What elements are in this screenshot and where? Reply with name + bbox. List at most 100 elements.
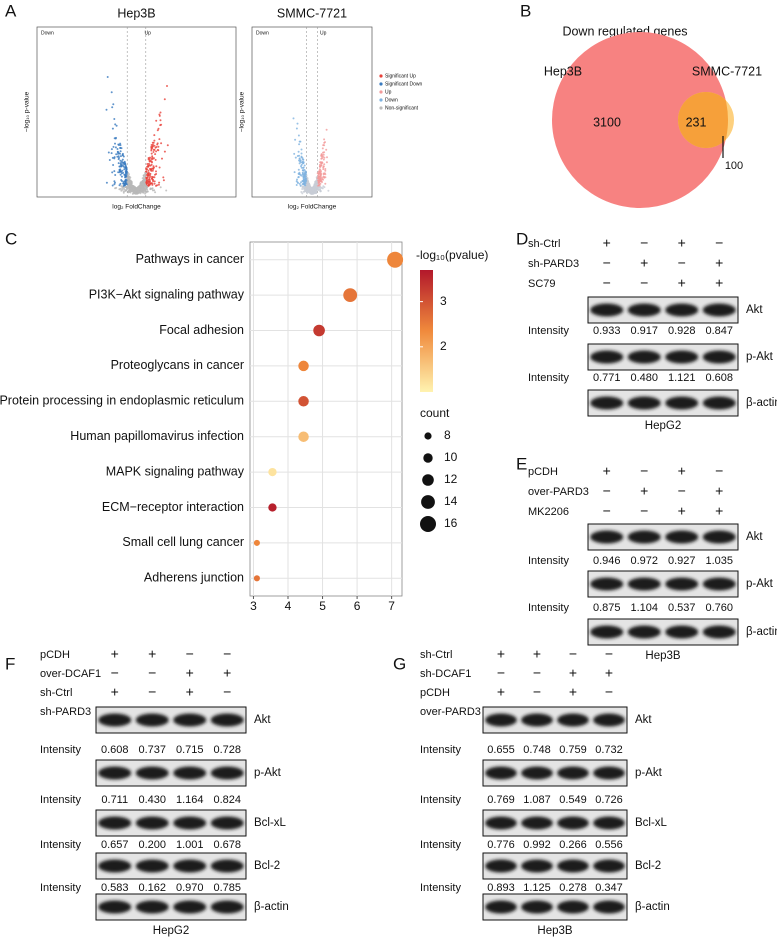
- dot: [268, 503, 277, 512]
- volcano-point: [165, 189, 168, 192]
- intensity-value: 0.875: [593, 602, 621, 614]
- volcano-point: [151, 183, 154, 186]
- plot-title: Hep3B: [117, 6, 155, 20]
- legend-title: -log₁₀(pvalue): [416, 248, 488, 262]
- y-tick-label: Pathways in cancer: [136, 252, 244, 266]
- treatment-sign: +: [111, 646, 119, 662]
- volcano-point: [162, 176, 165, 179]
- volcano-point: [146, 163, 149, 165]
- size-swatch: [423, 453, 433, 463]
- treatment-sign: −: [715, 463, 723, 479]
- volcano-point: [121, 180, 124, 183]
- volcano-points: [292, 117, 330, 195]
- volcano-point: [305, 187, 308, 190]
- intensity-value: 0.556: [595, 839, 623, 851]
- volcano-point: [121, 153, 124, 156]
- treatment-sign: −: [715, 235, 723, 251]
- volcano-point: [129, 179, 132, 182]
- volcano-point: [128, 175, 131, 178]
- volcano-point: [110, 148, 113, 151]
- blot-label: Bcl-2: [635, 860, 661, 872]
- volcano-point: [140, 181, 143, 184]
- blot-band: [135, 900, 169, 914]
- treatment-sign: −: [223, 646, 231, 662]
- blot-band: [627, 350, 661, 364]
- volcano-point: [141, 188, 144, 191]
- volcano-point: [129, 191, 132, 194]
- volcano-point: [306, 189, 309, 192]
- y-tick-label: Protein processing in endoplasmic reticu…: [0, 394, 244, 408]
- treatment-label: over-DCAF1: [40, 668, 101, 680]
- intensity-label: Intensity: [40, 882, 81, 894]
- treatment-sign: +: [148, 646, 156, 662]
- legend-swatch: [379, 82, 383, 86]
- volcano-point: [150, 169, 153, 172]
- volcano-point: [325, 128, 328, 131]
- colorbar-tick-label: 2: [440, 339, 447, 353]
- volcano-point: [307, 180, 310, 183]
- dot: [298, 431, 309, 442]
- blot-label: p-Akt: [746, 578, 774, 590]
- volcano-point: [155, 184, 157, 187]
- treatment-sign: −: [533, 684, 541, 700]
- blot-band: [590, 303, 624, 317]
- legend-label: Up: [385, 89, 392, 95]
- intensity-value: 0.200: [138, 839, 166, 851]
- volcano-point: [125, 183, 128, 186]
- treatment-sign: +: [569, 665, 577, 681]
- volcano-point: [119, 173, 122, 176]
- blot-band: [485, 766, 517, 780]
- treatment-sign: −: [605, 684, 613, 700]
- volcano-point: [298, 157, 301, 160]
- intensity-label: Intensity: [528, 555, 569, 567]
- venn-circle: [552, 32, 728, 208]
- volcano-point: [324, 168, 327, 170]
- volcano-point: [300, 148, 303, 151]
- blot-label: Bcl-xL: [635, 817, 668, 829]
- volcano-point: [115, 136, 117, 139]
- intensity-value: 0.824: [213, 794, 241, 806]
- y-tick-label: Small cell lung cancer: [122, 535, 244, 549]
- volcano-point: [319, 165, 321, 167]
- volcano-point: [159, 119, 162, 122]
- volcano-point: [155, 146, 158, 148]
- treatment-sign: −: [640, 275, 648, 291]
- volcano-point: [322, 173, 325, 176]
- volcano-point: [146, 179, 149, 182]
- volcano-point: [120, 175, 123, 178]
- volcano-point: [114, 174, 117, 176]
- treatment-label: pCDH: [420, 687, 450, 699]
- volcano-point: [123, 180, 125, 183]
- y-tick-label: MAPK signaling pathway: [106, 464, 245, 478]
- volcano-point: [302, 177, 305, 180]
- volcano-point: [137, 189, 140, 192]
- volcano-point: [315, 180, 318, 183]
- volcano-point: [323, 151, 326, 154]
- blot-band: [173, 816, 207, 830]
- volcano-point: [125, 172, 128, 175]
- blot-band: [98, 816, 132, 830]
- plot-frame: [251, 26, 373, 198]
- volcano-point: [299, 159, 302, 162]
- blot-label: Akt: [254, 714, 271, 726]
- cell-line-label: Hep3B: [645, 650, 680, 662]
- blot-label: p-Akt: [746, 351, 774, 363]
- volcano-point: [115, 186, 118, 189]
- volcano-point: [319, 190, 322, 193]
- plot-frame: [249, 241, 403, 597]
- volcano-point: [111, 127, 114, 130]
- volcano-point: [113, 180, 116, 183]
- volcano-point: [147, 169, 150, 172]
- volcano-point: [147, 181, 150, 184]
- volcano-point: [127, 173, 130, 176]
- blot-label: p-Akt: [254, 767, 282, 779]
- blot-band: [627, 530, 661, 544]
- size-swatch: [420, 516, 436, 532]
- volcano-point: [159, 186, 162, 189]
- volcano-point: [122, 191, 125, 194]
- intensity-value: 0.162: [138, 882, 166, 894]
- treatment-sign: +: [678, 463, 686, 479]
- volcano-point: [322, 165, 325, 168]
- volcano-point: [301, 192, 304, 195]
- volcano-point: [317, 180, 320, 183]
